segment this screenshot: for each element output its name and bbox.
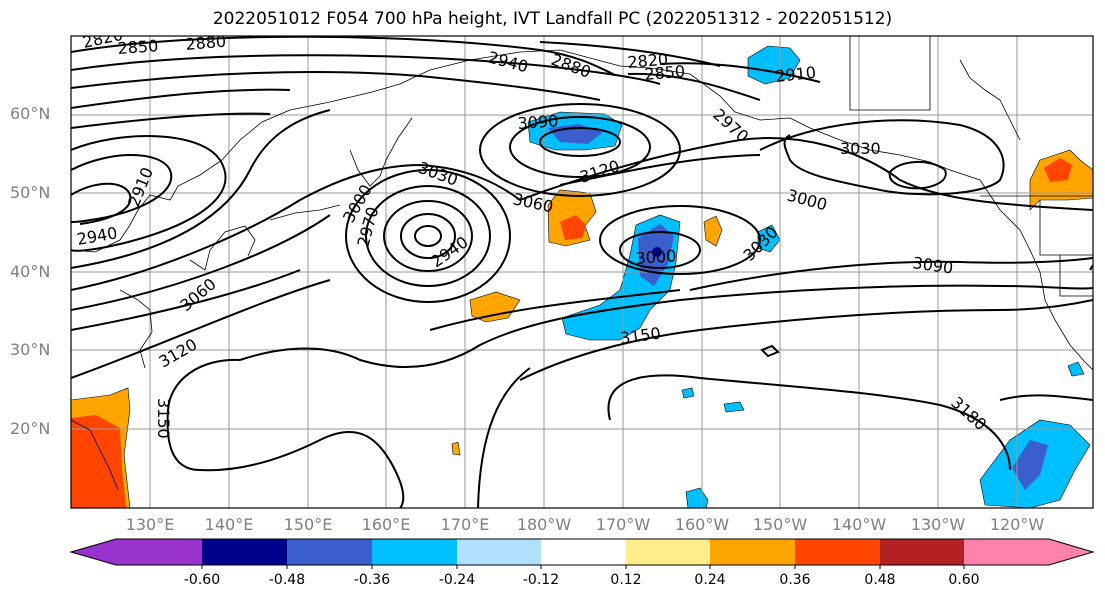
ivt-shade-west-pacific-red [71,415,126,508]
colorbar-tick-label: 0.36 [779,572,811,588]
contour-label: 2880 [549,50,594,82]
contour-label: 3120 [156,335,201,372]
contour-label: 2820 [627,50,669,72]
colorbar-bin [372,539,457,565]
ivt-shading [71,45,1093,508]
contour-label: 3150 [154,398,173,439]
gridlines [71,36,1093,508]
ivt-shade-small-orange-2 [451,441,461,456]
colorbar-tick-label: 0.48 [864,572,896,588]
contour-label: 3090 [517,111,559,133]
colorbar-bin [457,539,541,565]
colorbar-bin [710,539,795,565]
colorbar-tick-label: -0.60 [183,572,221,588]
ivt-shade-blue-central-dot [652,247,662,257]
lon-label: 160°W [674,515,730,534]
ivt-shade-small-orange-1 [703,215,723,247]
ivt-shade-central-orange [469,291,521,323]
contour-label: 3120 [577,156,622,187]
contour-label: 2910 [124,165,157,210]
contour-label: 3030 [840,139,881,158]
lat-label: 30°N [10,340,51,359]
colorbar-extend-low [71,539,116,565]
contour-label: 3090 [911,253,954,277]
colorbar-bin [880,539,964,565]
contour-label: 3060 [176,274,219,315]
contour-label: 2850 [644,62,686,84]
contour-label: 3030 [416,158,461,190]
colorbar-bin [541,539,626,565]
colorbar-tick-label: -0.36 [353,572,391,588]
colorbar [69,538,1095,569]
ivt-shade-blue-small-4 [1067,361,1085,377]
lon-label: 170°E [440,515,490,534]
colorbar-bin [116,539,202,565]
lon-label: 140°E [204,515,254,534]
lon-label: 140°W [831,515,887,534]
map-title: 2022051012 F054 700 hPa height, IVT Land… [212,9,893,29]
lon-label: 160°E [361,515,411,534]
lon-label: 150°W [752,515,808,534]
ivt-shade-blue-small-1 [757,224,781,253]
contour-label: 3000 [785,186,829,215]
lon-label: 120°W [989,515,1045,534]
colorbar-tick-label: 0.24 [694,572,726,588]
contour-label: 3180 [947,393,990,434]
colorbar-bin [795,539,880,565]
lon-label: 130°E [125,515,175,534]
contour-labels: 2820 2850 2880 2940 2880 2820 2850 2910 … [75,32,990,439]
lat-label: 60°N [10,104,51,123]
colorbar-extend-high [1049,539,1093,565]
lon-label: 170°W [595,515,651,534]
lat-label: 20°N [10,419,51,438]
map-frame [70,35,1094,509]
contour-label: 3000 [635,246,677,268]
colorbar-bin [287,539,372,565]
colorbar-bin [202,539,287,565]
ivt-shade-blue-small-2 [685,487,709,508]
ivt-shade-na-red [1044,158,1072,182]
contour-label: 2850 [117,36,159,58]
ivt-shade-midlat-red [560,215,586,240]
ivt-shade-blue-sw-core [1012,440,1048,490]
lon-label: 130°W [910,515,966,534]
height-contours [71,36,1093,508]
lat-label: 40°N [10,262,51,281]
coastlines [71,36,1093,491]
contour-label: 2910 [774,63,816,86]
colorbar-tick-label: -0.24 [438,572,476,588]
colorbar-outline [69,538,1095,566]
ivt-shade-blue-small-3 [723,401,745,413]
colorbar-tick-label: -0.48 [268,572,306,588]
colorbar-bin [626,539,710,565]
ivt-shade-blue-small-5 [681,387,695,399]
lat-label: 50°N [10,183,51,202]
lon-label: 180°W [516,515,572,534]
colorbar-tick-label: 0.12 [610,572,642,588]
colorbar-bin [964,539,1049,565]
lon-label: 150°E [283,515,333,534]
colorbar-tick-label: -0.12 [522,572,560,588]
colorbar-tick-label: 0.60 [948,572,980,588]
contour-label: 2880 [185,32,227,54]
